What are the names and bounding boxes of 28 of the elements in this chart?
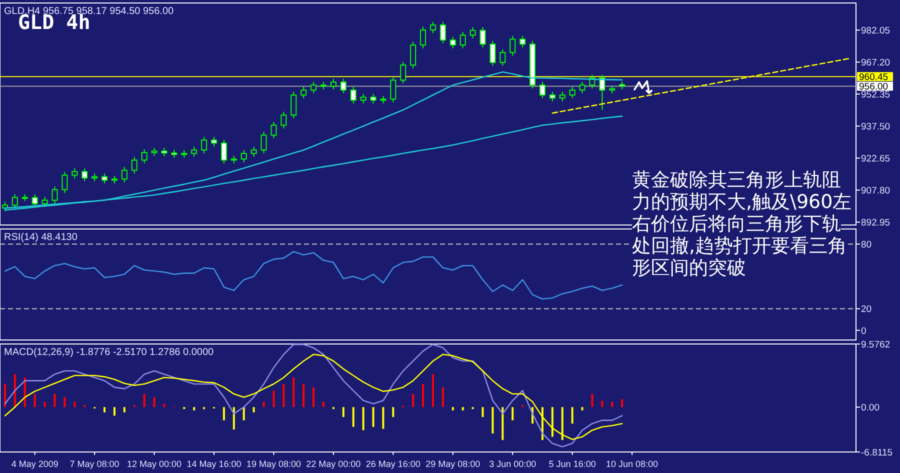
x-tick-label: 5 Jun 16:00 [548,459,596,469]
y-tick-label: 952.35 [861,90,890,101]
x-tick-label: 4 May 2009 [11,459,58,469]
x-tick-label: 7 May 08:00 [70,459,120,469]
y-tick-label: 982.05 [861,26,890,37]
y-tick-label: 0 [861,326,866,337]
y-tick-label: 937.50 [861,122,890,133]
y-tick-label: -6.8115 [861,448,893,458]
x-tick-label: 12 May 00:00 [127,459,182,469]
y-tick-label: 967.20 [861,58,890,69]
y-tick-label: 80 [861,240,872,251]
annotation: MACD(12,26,9) -1.8776 -2.5170 1.2786 0.0000 [4,347,214,358]
x-tick-label: 22 May 00:00 [306,459,361,469]
x-tick-label: 3 Jun 00:00 [489,459,536,469]
x-tick-label: 19 May 08:00 [246,459,301,469]
y-tick-label: 9.5762 [861,340,890,350]
ref-line-label: 960.45 [859,72,888,84]
annotation: RSI(14) 48.4130 [4,232,78,243]
x-tick-label: 29 May 08:00 [426,459,480,469]
y-tick-label: 922.65 [861,154,890,165]
y-tick-label: 20 [861,304,872,316]
y-tick-label: 907.80 [861,186,890,197]
y-tick-label: 892.95 [861,218,890,229]
x-tick-label: 26 May 16:00 [366,459,420,469]
annotation: 黄金破除其三角形上轨阻力的预期不大,触及\960左右价位后将向三角形下轨处回撤,趋势打开要看三角形区间的突破 [632,169,852,279]
x-tick-label: 14 May 16:00 [186,459,242,469]
x-tick-label: 10 Jun 08:00 [606,459,658,469]
y-tick-label: 0.00 [861,402,880,414]
